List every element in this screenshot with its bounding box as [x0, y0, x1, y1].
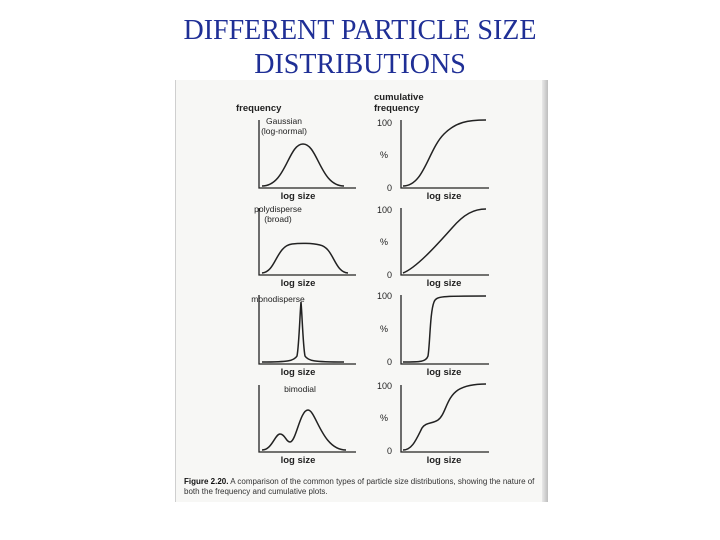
polydisperse-y0: 0	[387, 270, 392, 280]
monodisperse-cumulative-xlabel: log size	[427, 367, 462, 378]
gaussian-name-line2: (log-normal)	[261, 126, 307, 136]
slide-title: DIFFERENT PARTICLE SIZE DISTRIBUTIONS	[0, 14, 720, 82]
polydisperse-ypercent: %	[380, 237, 388, 247]
gaussian-frequency-xlabel: log size	[281, 191, 316, 202]
gaussian-frequency-curve	[261, 143, 345, 187]
distribution-figure: frequency cumulative frequency Gaussian …	[236, 92, 489, 466]
polydisperse-name-line1: polydisperse	[254, 204, 302, 214]
title-line-1: DIFFERENT PARTICLE SIZE	[183, 15, 537, 46]
gaussian-name-line1: Gaussian	[266, 116, 302, 126]
polydisperse-name-line2: (broad)	[264, 214, 292, 224]
gaussian-frequency-axes	[258, 120, 356, 189]
gaussian-y0: 0	[387, 183, 392, 193]
polydisperse-cumulative-xlabel: log size	[427, 278, 462, 289]
gaussian-cumulative-curve	[402, 119, 487, 187]
monodisperse-ypercent: %	[380, 324, 388, 334]
frequency-header: frequency	[236, 103, 282, 114]
bimodal-name-line1: bimodial	[284, 384, 316, 394]
figure-caption-label: Figure 2.20.	[184, 477, 229, 486]
bimodal-frequency-axes	[258, 385, 356, 453]
monodisperse-frequency-curve	[261, 301, 345, 363]
gaussian-cumulative-xlabel: log size	[427, 191, 462, 202]
polydisperse-cumulative-curve	[402, 208, 487, 274]
gaussian-y100: 100	[377, 118, 392, 128]
figure-scan: frequency cumulative frequency Gaussian …	[175, 80, 548, 502]
polydisperse-y100: 100	[377, 205, 392, 215]
bimodal-frequency-curve	[261, 409, 347, 451]
title-line-2: DISTRIBUTIONS	[254, 49, 466, 80]
bimodal-y100: 100	[377, 381, 392, 391]
bimodal-cumulative-xlabel: log size	[427, 455, 462, 466]
bimodal-y0: 0	[387, 446, 392, 456]
polydisperse-frequency-xlabel: log size	[281, 278, 316, 289]
polydisperse-frequency-axes	[258, 208, 356, 276]
bimodal-cumulative-axes	[400, 385, 489, 453]
gaussian-cumulative-axes	[400, 120, 489, 189]
row-monodisperse: monodisperse log size 100 % 0 log size	[251, 291, 489, 378]
monodisperse-cumulative-axes	[400, 295, 489, 365]
row-bimodal: bimodial log size 100 % 0 log size	[258, 381, 489, 466]
monodisperse-y0: 0	[387, 357, 392, 367]
cumulative-header-line2: frequency	[374, 103, 420, 114]
monodisperse-y100: 100	[377, 291, 392, 301]
cumulative-header-line1: cumulative	[374, 92, 424, 103]
monodisperse-frequency-xlabel: log size	[281, 367, 316, 378]
figure-caption: Figure 2.20. A comparison of the common …	[184, 477, 540, 497]
gaussian-ypercent: %	[380, 150, 388, 160]
bimodal-frequency-xlabel: log size	[281, 455, 316, 466]
figure-caption-text: A comparison of the common types of part…	[184, 477, 535, 496]
polydisperse-cumulative-axes	[400, 208, 489, 276]
polydisperse-frequency-curve	[261, 242, 349, 274]
scan-page-edge	[542, 80, 548, 502]
monodisperse-frequency-axes	[258, 295, 356, 365]
bimodal-cumulative-curve	[402, 383, 487, 451]
monodisperse-name-line1: monodisperse	[251, 294, 305, 304]
bimodal-ypercent: %	[380, 413, 388, 423]
row-gaussian: Gaussian (log-normal) log size 100 % 0 l…	[258, 116, 489, 202]
row-polydisperse: polydisperse (broad) log size 100 % 0 lo…	[254, 204, 489, 289]
monodisperse-cumulative-curve	[402, 295, 487, 363]
